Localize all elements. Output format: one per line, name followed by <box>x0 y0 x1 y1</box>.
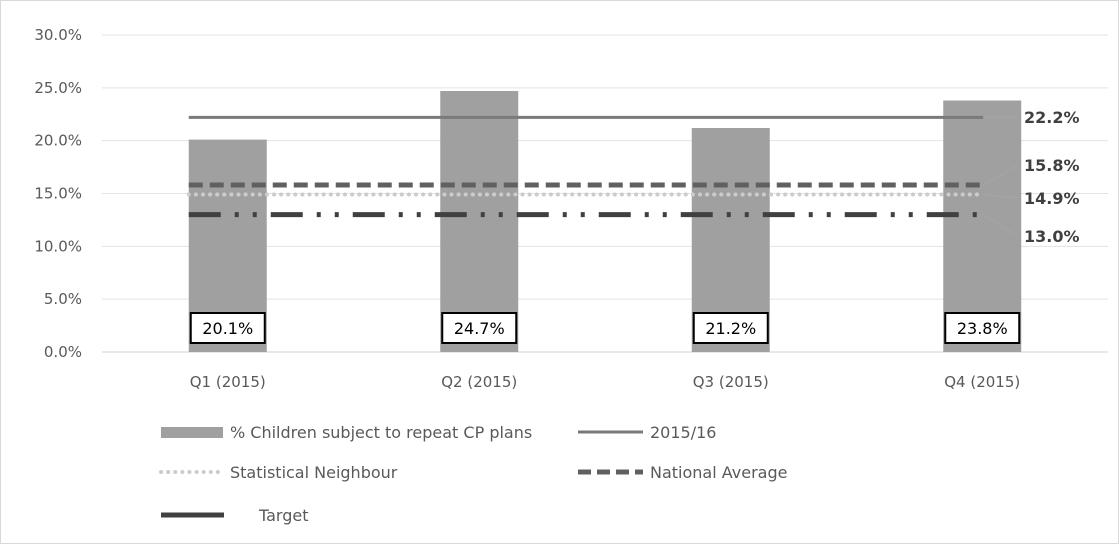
legend-label-neighbour: Statistical Neighbour <box>230 463 398 482</box>
data-label-box <box>692 312 769 344</box>
data-label: 24.7% <box>454 319 505 338</box>
y-tick-label: 5.0% <box>44 290 82 308</box>
end-label-target: 13.0% <box>1024 227 1080 246</box>
end-label-neighbour: 14.9% <box>1024 189 1080 208</box>
leader-line <box>982 214 1019 237</box>
bar <box>943 100 1022 352</box>
legend-label-y2015: 2015/16 <box>650 423 716 442</box>
data-label: 21.2% <box>705 319 756 338</box>
end-label-national: 15.8% <box>1024 156 1080 175</box>
x-tick-label: Q3 (2015) <box>693 373 769 391</box>
leader-line <box>983 194 1019 199</box>
leader-line <box>983 164 1019 186</box>
axes: 0.0% 5.0% 10.0% 15.0% 20.0% 25.0% 30.0% Q1 (201… <box>34 26 1020 391</box>
y-tick-label: 30.0% <box>34 26 82 44</box>
end-label-y2015: 22.2% <box>1024 108 1080 127</box>
x-tick-label: Q4 (2015) <box>944 373 1020 391</box>
legend: % Children subject to repeat CP plans 201… <box>159 423 787 525</box>
line-series <box>186 115 986 218</box>
data-label-box <box>441 312 518 344</box>
legend-label-target: Target <box>258 506 309 525</box>
bar <box>440 91 519 353</box>
data-labels: 20.1% 24.7% 21.2% 23.8% 22.2% 15.8% 14.9% 13.0% <box>189 108 1080 344</box>
legend-swatch-bars <box>161 427 223 438</box>
x-tick-label: Q2 (2015) <box>441 373 517 391</box>
data-label: 20.1% <box>202 319 253 338</box>
bar-series <box>188 91 1022 353</box>
y-tick-label: 20.0% <box>34 132 82 150</box>
data-label-box <box>944 312 1021 344</box>
data-label: 23.8% <box>957 319 1008 338</box>
legend-label-national: National Average <box>650 463 787 482</box>
y-tick-label: 25.0% <box>34 79 82 97</box>
data-label-box <box>189 312 266 344</box>
y-tick-label: 0.0% <box>44 343 82 361</box>
legend-label-bars: % Children subject to repeat CP plans <box>230 423 532 442</box>
x-tick-label: Q1 (2015) <box>190 373 266 391</box>
y-tick-label: 10.0% <box>34 237 82 255</box>
y-tick-label: 15.0% <box>34 185 82 203</box>
